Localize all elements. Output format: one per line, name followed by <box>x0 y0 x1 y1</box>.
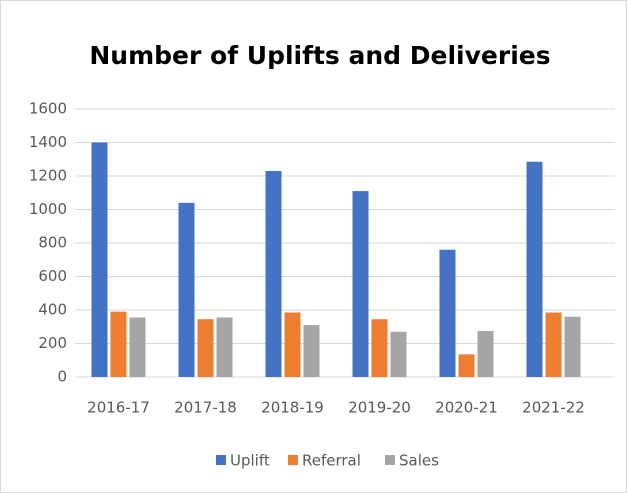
bar <box>91 142 108 377</box>
x-tick-label: 2017-18 <box>174 399 237 417</box>
bar <box>545 312 562 377</box>
y-tick-label: 1400 <box>29 133 67 151</box>
x-tick-label: 2021-22 <box>522 399 585 417</box>
y-tick-label: 600 <box>38 267 67 285</box>
x-tick-label: 2016-17 <box>87 399 150 417</box>
bar <box>352 191 369 377</box>
bar <box>477 330 494 377</box>
legend-swatch <box>216 455 226 465</box>
x-tick-label: 2019-20 <box>348 399 411 417</box>
legend-swatch <box>385 455 395 465</box>
bar <box>197 319 214 377</box>
x-tick-label: 2020-21 <box>435 399 498 417</box>
bar <box>390 331 407 377</box>
bar <box>371 319 388 377</box>
y-tick-label: 800 <box>38 234 67 252</box>
legend-label: Sales <box>399 452 439 470</box>
bar <box>564 316 581 377</box>
chart-title: Number of Uplifts and Deliveries <box>89 41 550 70</box>
bar <box>439 249 456 377</box>
bar <box>458 354 475 377</box>
y-tick-label: 1600 <box>29 100 67 118</box>
legend-swatch <box>288 455 298 465</box>
bar <box>129 317 146 377</box>
x-tick-label: 2018-19 <box>261 399 324 417</box>
y-tick-label: 1200 <box>29 167 67 185</box>
bar <box>265 170 282 377</box>
bar <box>110 311 127 377</box>
y-tick-label: 0 <box>57 368 67 386</box>
legend-label: Uplift <box>230 452 270 470</box>
y-tick-label: 1000 <box>29 200 67 218</box>
bar <box>216 317 233 377</box>
y-tick-label: 400 <box>38 301 67 319</box>
legend-label: Referral <box>302 452 361 470</box>
y-tick-label: 200 <box>38 334 67 352</box>
bar <box>526 161 543 377</box>
bar <box>303 325 320 377</box>
bar <box>284 312 301 377</box>
bar <box>178 202 195 377</box>
